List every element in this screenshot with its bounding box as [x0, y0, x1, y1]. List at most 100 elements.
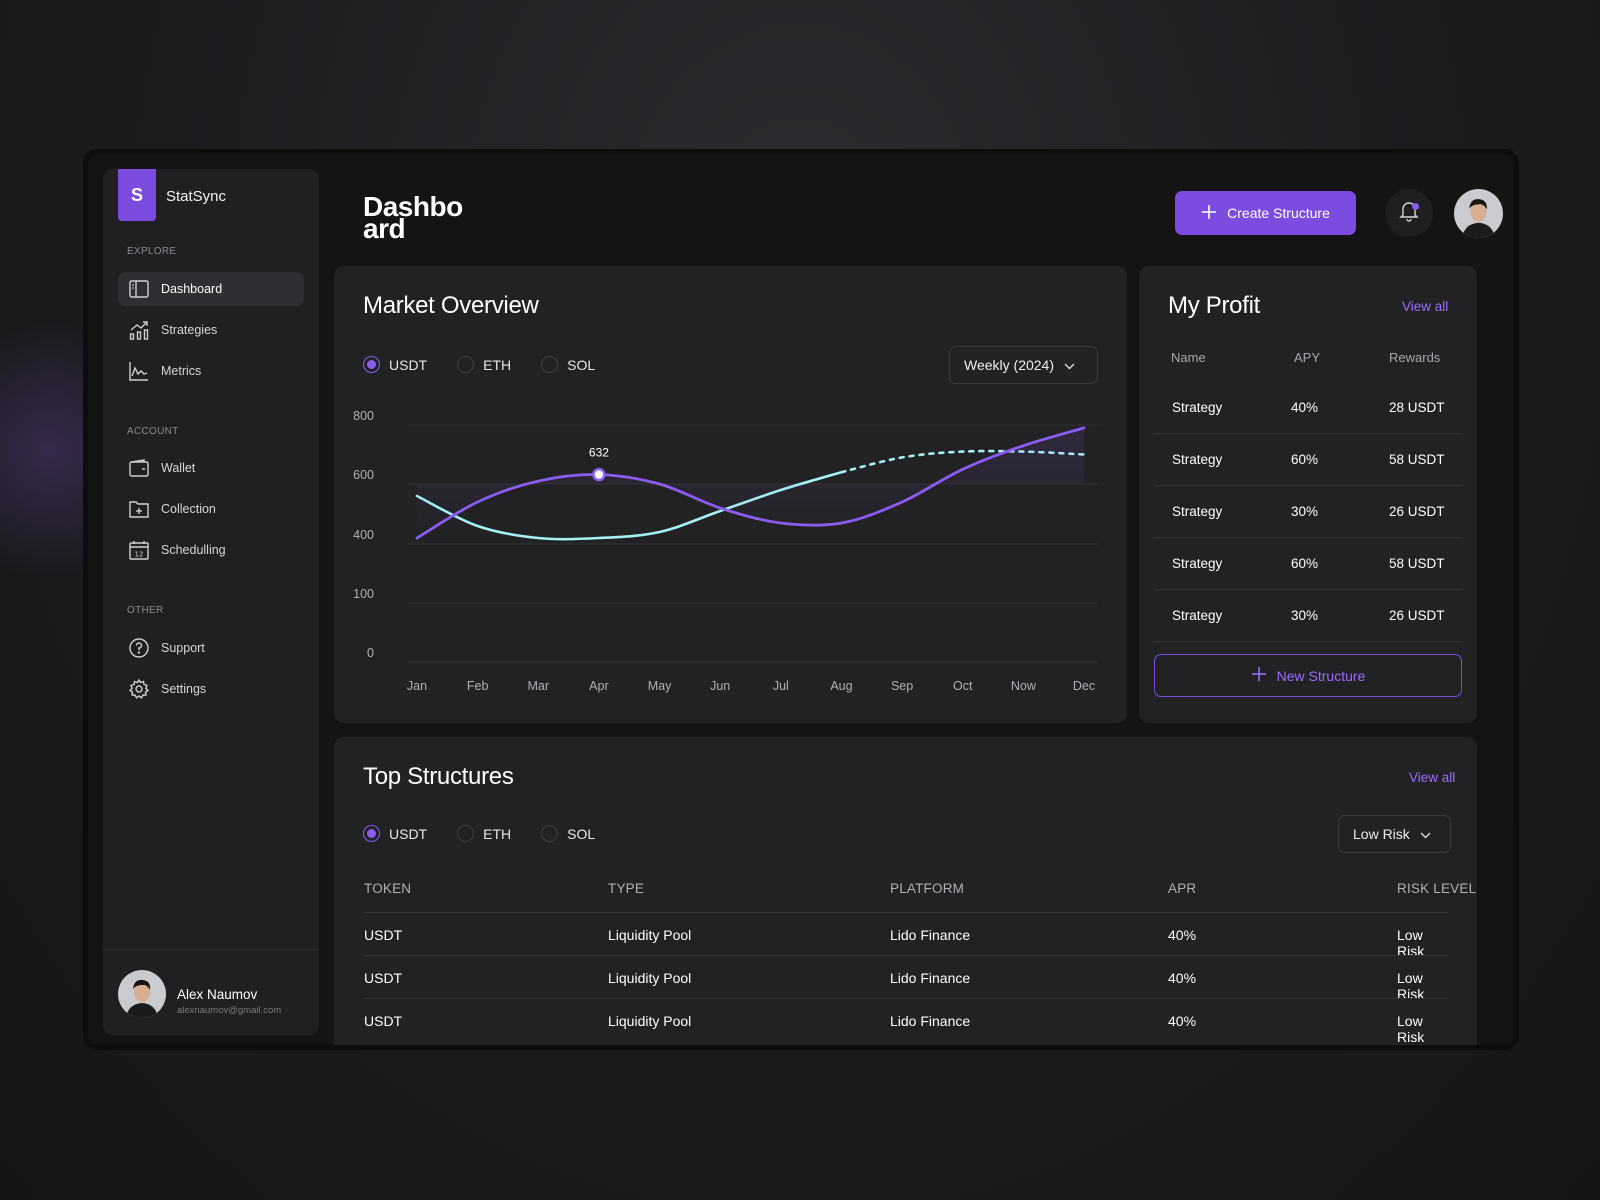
- logo[interactable]: S: [118, 169, 156, 221]
- period-select[interactable]: Weekly (2024): [949, 346, 1098, 384]
- folder-plus-icon: [129, 499, 149, 519]
- sidebar-item-label: Collection: [161, 502, 216, 516]
- x-tick-label: Sep: [891, 679, 913, 693]
- table-row[interactable]: USDT Liquidity Pool Lido Finance 40% Low…: [364, 998, 1448, 1045]
- sidebar-item-label: Support: [161, 641, 205, 655]
- token-label: USDT: [389, 356, 428, 373]
- profit-row[interactable]: Strategy 40% 28 USDT: [1154, 382, 1462, 434]
- cell-type: Liquidity Pool: [608, 970, 692, 986]
- brand-name: StatSync: [166, 188, 227, 205]
- x-tick-label: Dec: [1073, 679, 1095, 693]
- page-title: Dashboard: [363, 191, 463, 244]
- dashboard-icon: [129, 279, 149, 299]
- token-label: ETH: [483, 825, 512, 842]
- divider: [103, 949, 319, 950]
- x-tick-label: Apr: [589, 679, 608, 693]
- cell-platform: Lido Finance: [890, 1013, 971, 1029]
- x-tick-label: May: [648, 679, 672, 693]
- create-structure-button[interactable]: Create Structure: [1175, 191, 1356, 235]
- profit-cell-rewards: 28 USDT: [1389, 400, 1445, 415]
- market-overview-title: Market Overview: [363, 292, 539, 319]
- x-tick-label: Mar: [528, 679, 550, 693]
- x-tick-label: Oct: [953, 679, 973, 693]
- y-tick-label: 100: [353, 587, 374, 601]
- radio-dot: [457, 825, 475, 842]
- highlight-point: [592, 467, 606, 482]
- x-tick-label: Feb: [467, 679, 489, 693]
- token-label: SOL: [567, 356, 596, 373]
- y-tick-label: 800: [353, 409, 374, 423]
- profit-cell-name: Strategy: [1172, 608, 1223, 623]
- radio-dot: [457, 356, 475, 373]
- risk-select[interactable]: Low Risk: [1338, 815, 1451, 853]
- profit-header-name: Name: [1171, 350, 1206, 365]
- sidebar-item-support[interactable]: Support: [118, 631, 304, 665]
- chart-up-icon: [129, 320, 149, 340]
- sidebar-item-label: Schedulling: [161, 543, 226, 557]
- token-radio-sol[interactable]: SOL: [541, 356, 595, 373]
- token-radio-eth[interactable]: ETH: [457, 825, 511, 842]
- market-chart: 800 600 400 100 0 Jan Feb Mar Apr May Jun Jul Aug Se…: [353, 409, 1098, 693]
- token-radio-sol[interactable]: SOL: [541, 825, 595, 842]
- section-label-other: OTHER: [127, 605, 164, 616]
- column-header-apr: APR: [1168, 881, 1197, 896]
- help-icon: [129, 638, 149, 658]
- profit-view-all-link[interactable]: View all: [1402, 299, 1449, 314]
- new-structure-button[interactable]: New Structure: [1154, 654, 1462, 697]
- sidebar-item-wallet[interactable]: Wallet: [118, 451, 304, 485]
- gear-icon: [129, 679, 149, 699]
- structures-token-filter: USDT ETH SOL: [363, 825, 625, 842]
- y-tick-label: 400: [353, 528, 374, 542]
- profit-row[interactable]: Strategy 30% 26 USDT: [1154, 590, 1462, 642]
- token-radio-usdt[interactable]: USDT: [363, 825, 427, 842]
- token-radio-eth[interactable]: ETH: [457, 356, 511, 373]
- avatar[interactable]: [118, 970, 166, 1023]
- sidebar-item-collection[interactable]: Collection: [118, 492, 304, 526]
- profit-row[interactable]: Strategy 60% 58 USDT: [1154, 434, 1462, 486]
- notifications-button[interactable]: [1385, 189, 1433, 237]
- token-label: USDT: [389, 825, 428, 842]
- x-tick-label: Now: [1011, 679, 1037, 693]
- app-window: S StatSync EXPLORE Dashboard Strategies …: [83, 149, 1519, 1050]
- sidebar-item-schedulling[interactable]: 12 Schedulling: [118, 533, 304, 567]
- profit-cell-apy: 60%: [1291, 452, 1319, 467]
- token-label: ETH: [483, 356, 512, 373]
- section-label-explore: EXPLORE: [127, 246, 177, 257]
- sidebar-item-label: Settings: [161, 682, 207, 696]
- structures-view-all-link[interactable]: View all: [1409, 770, 1456, 785]
- profit-row[interactable]: Strategy 30% 26 USDT: [1154, 486, 1462, 538]
- profit-cell-apy: 30%: [1291, 608, 1319, 623]
- cell-apr: 40%: [1168, 970, 1197, 986]
- column-header-platform: PLATFORM: [890, 881, 965, 896]
- sidebar-item-settings[interactable]: Settings: [118, 672, 304, 706]
- sidebar-item-dashboard[interactable]: Dashboard: [118, 272, 304, 306]
- period-value: Weekly (2024): [964, 357, 1055, 373]
- sidebar-item-strategies[interactable]: Strategies: [118, 313, 304, 347]
- radio-dot: [363, 356, 380, 373]
- radio-dot: [541, 356, 559, 373]
- sidebar-item-label: Strategies: [161, 323, 218, 337]
- profit-header-rewards: Rewards: [1389, 350, 1441, 365]
- profit-cell-name: Strategy: [1172, 504, 1223, 519]
- radio-dot: [363, 825, 380, 842]
- sidebar-item-metrics[interactable]: Metrics: [118, 354, 304, 388]
- cell-token: USDT: [364, 1013, 403, 1029]
- create-structure-label: Create Structure: [1227, 205, 1330, 221]
- table-row[interactable]: USDT Liquidity Pool Lido Finance 40% Low…: [364, 912, 1448, 959]
- table-row[interactable]: USDT Liquidity Pool Lido Finance 40% Low…: [364, 955, 1448, 1002]
- profit-cell-rewards: 58 USDT: [1389, 452, 1445, 467]
- profit-cell-apy: 30%: [1291, 504, 1319, 519]
- market-token-filter: USDT ETH SOL: [363, 356, 625, 373]
- token-label: SOL: [567, 825, 596, 842]
- cell-platform: Lido Finance: [890, 927, 971, 943]
- profile-avatar[interactable]: [1454, 189, 1503, 243]
- cell-type: Liquidity Pool: [608, 927, 692, 943]
- profit-cell-name: Strategy: [1172, 452, 1223, 467]
- wallet-icon: [129, 458, 149, 478]
- token-radio-usdt[interactable]: USDT: [363, 356, 427, 373]
- profit-cell-rewards: 26 USDT: [1389, 608, 1445, 623]
- profit-row[interactable]: Strategy 60% 58 USDT: [1154, 538, 1462, 590]
- x-tick-label: Jan: [407, 679, 427, 693]
- my-profit-title: My Profit: [1168, 292, 1260, 319]
- risk-value: Low Risk: [1353, 826, 1410, 842]
